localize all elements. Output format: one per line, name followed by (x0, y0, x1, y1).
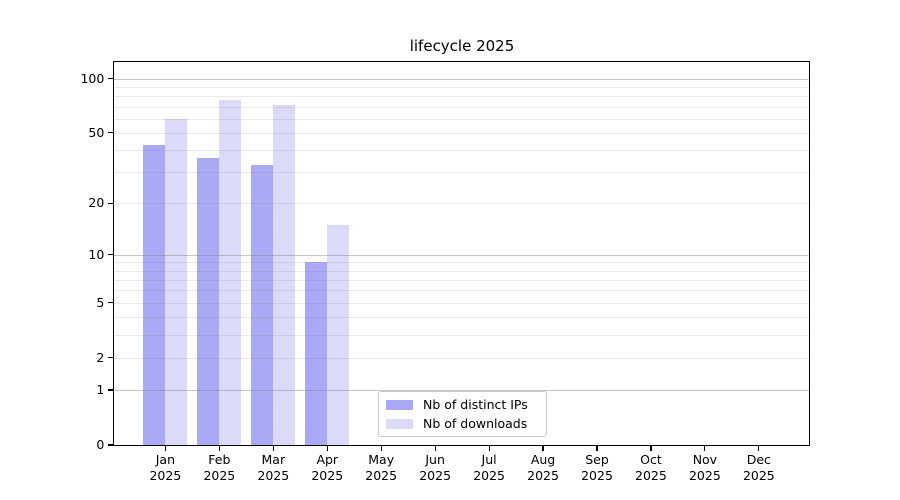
x-tick-mark-10 (650, 446, 652, 452)
minor-gridline-5 (113, 302, 811, 304)
minor-gridline-70 (113, 106, 811, 108)
legend-label-downloads: Nb of downloads (423, 416, 528, 431)
x-tick-label-feb: Feb 2025 (203, 451, 236, 484)
y-tick-label-50: 50 (88, 124, 105, 140)
y-tick-label-5: 5 (96, 294, 105, 310)
y-tick-mark-5 (108, 302, 114, 304)
y-tick-mark-20 (108, 202, 114, 204)
bar-jan-distinct-ips (143, 144, 166, 445)
x-tick-label-may: May 2025 (365, 451, 398, 484)
y-tick-mark-100 (108, 77, 114, 80)
bar-feb-downloads (219, 100, 242, 445)
x-tick-label-oct: Oct 2025 (635, 451, 667, 484)
y-tick-mark-2 (108, 357, 114, 359)
y-tick-label-0: 0 (96, 437, 105, 452)
bar-jan-downloads (165, 118, 188, 445)
minor-gridline-50 (113, 132, 811, 134)
minor-gridline-90 (113, 86, 811, 88)
x-tick-label-nov: Nov 2025 (688, 451, 721, 484)
minor-gridline-9 (113, 262, 811, 264)
x-tick-label-jul: Jul 2025 (473, 451, 505, 484)
major-gridline-100 (113, 78, 811, 80)
bar-apr-downloads (327, 224, 350, 445)
bar-mar-distinct-ips (251, 165, 274, 445)
legend-entry-distinct-ips: Nb of distinct IPs (386, 397, 538, 412)
x-tick-label-aug: Aug 2025 (527, 451, 559, 484)
chart-title: lifecycle 2025 (409, 37, 515, 55)
x-tick-mark-5 (380, 446, 382, 452)
legend-box: Nb of distinct IPs Nb of downloads (378, 391, 547, 437)
x-tick-label-dec: Dec 2025 (742, 451, 775, 484)
x-tick-label-sep: Sep 2025 (581, 451, 613, 484)
minor-gridline-6 (113, 290, 811, 292)
minor-gridline-30 (113, 172, 811, 174)
x-tick-label-jan: Jan 2025 (149, 451, 182, 484)
y-tick-label-1: 1 (96, 381, 105, 397)
bar-mar-downloads (273, 105, 296, 445)
x-tick-mark-11 (704, 446, 706, 452)
legend-entry-downloads: Nb of downloads (386, 416, 538, 431)
major-gridline-1 (113, 389, 811, 391)
y-tick-mark-0 (108, 444, 114, 446)
y-tick-mark-10 (108, 254, 114, 256)
plot-frame (113, 61, 811, 447)
x-tick-mark-3 (272, 446, 274, 452)
major-gridline-10 (113, 254, 811, 256)
minor-gridline-40 (113, 150, 811, 152)
x-tick-mark-8 (542, 446, 544, 452)
minor-gridline-8 (113, 270, 811, 272)
y-tick-label-10: 10 (88, 246, 105, 262)
x-tick-mark-7 (488, 446, 490, 452)
y-tick-label-100: 100 (80, 70, 105, 86)
legend-label-distinct-ips: Nb of distinct IPs (423, 397, 528, 412)
minor-gridline-4 (113, 317, 811, 319)
x-tick-mark-1 (164, 446, 166, 452)
minor-gridline-80 (113, 96, 811, 98)
minor-gridline-20 (113, 203, 811, 205)
bar-apr-distinct-ips (305, 262, 328, 445)
minor-gridline-2 (113, 357, 811, 359)
x-tick-mark-6 (434, 446, 436, 452)
bar-feb-distinct-ips (197, 158, 220, 445)
x-tick-mark-9 (596, 446, 598, 452)
minor-gridline-3 (113, 334, 811, 336)
legend-swatch-downloads (386, 418, 413, 429)
x-tick-mark-4 (326, 446, 328, 452)
y-tick-label-2: 2 (96, 349, 105, 365)
x-tick-label-jun: Jun 2025 (419, 451, 452, 484)
x-tick-label-apr: Apr 2025 (311, 451, 344, 484)
y-tick-mark-50 (108, 132, 114, 134)
minor-gridline-60 (113, 118, 811, 120)
x-tick-mark-2 (218, 446, 220, 452)
y-tick-mark-1 (108, 389, 114, 391)
legend-swatch-distinct-ips (386, 399, 413, 410)
y-tick-label-20: 20 (88, 195, 105, 211)
minor-gridline-7 (113, 279, 811, 281)
x-tick-mark-12 (758, 446, 760, 452)
x-tick-label-mar: Mar 2025 (257, 451, 290, 484)
